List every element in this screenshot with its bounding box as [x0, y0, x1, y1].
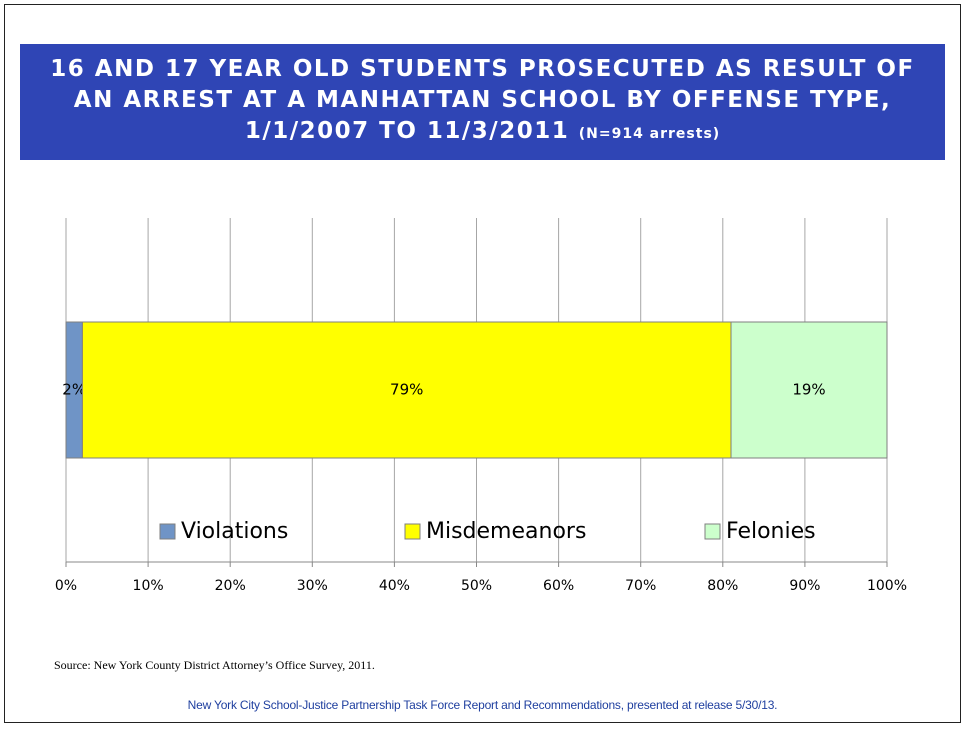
chart-subtitle: (N=914 arrests) [578, 126, 721, 142]
x-tick-label: 20% [215, 578, 246, 594]
x-tick-label: 50% [461, 578, 492, 594]
data-label: 2% [62, 381, 86, 399]
legend-swatch [159, 523, 176, 540]
x-tick-label: 80% [707, 578, 738, 594]
source-note: Source: New York County District Attorne… [54, 658, 375, 672]
x-tick-label: 30% [297, 578, 328, 594]
footer: New York City School-Justice Partnership… [187, 698, 778, 712]
legend-label: Misdemeanors [426, 519, 586, 544]
legend-swatch [704, 523, 721, 540]
x-tick-label: 100% [867, 578, 907, 594]
x-tick-label: 40% [379, 578, 410, 594]
bar-segment [81, 321, 732, 459]
legend-swatch [404, 523, 421, 540]
x-tick-label: 10% [133, 578, 164, 594]
bar-segment [730, 321, 888, 459]
title-box: 16 AND 17 YEAR OLD STUDENTS PROSECUTED A… [20, 44, 945, 160]
data-label: 19% [792, 381, 825, 399]
x-tick-label: 90% [789, 578, 820, 594]
x-tick-label: 0% [55, 578, 77, 594]
chart-title: 16 AND 17 YEAR OLD STUDENTS PROSECUTED A… [50, 56, 915, 144]
legend-label: Violations [181, 519, 288, 544]
legend-label: Felonies [726, 519, 816, 544]
slide-frame [4, 4, 961, 723]
data-label: 79% [390, 381, 423, 399]
x-tick-label: 70% [625, 578, 656, 594]
x-tick-label: 60% [543, 578, 574, 594]
